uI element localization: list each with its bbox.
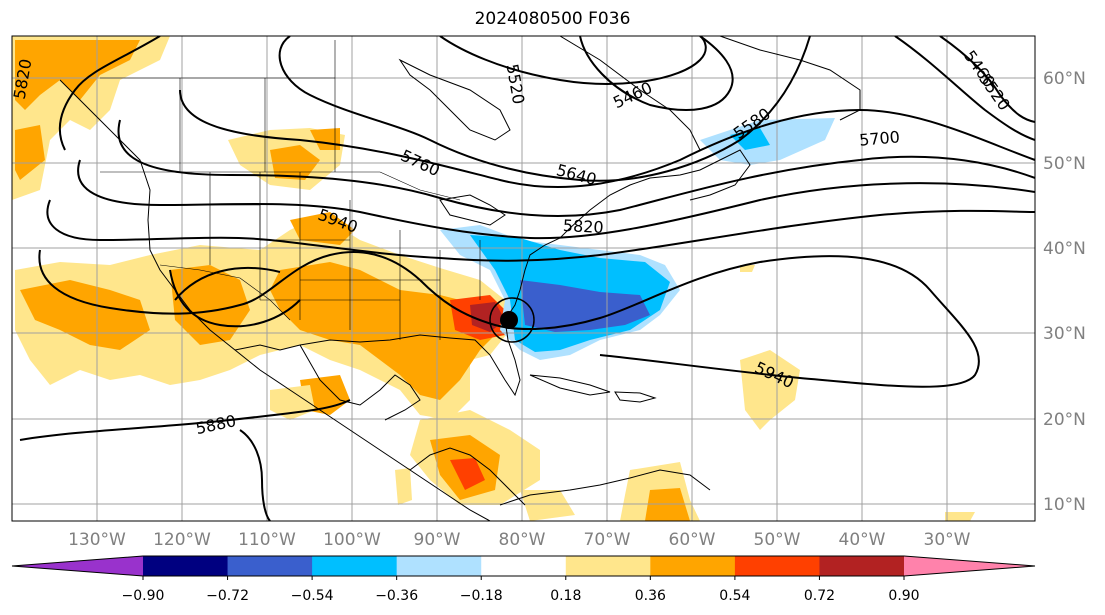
colorbar-segment <box>396 556 482 576</box>
colorbar-tick-label: −0.54 <box>291 588 334 604</box>
colorbar-tick-label: 0.54 <box>719 588 750 604</box>
longitude-axis-labels: 130°W 120°W 110°W 100°W 90°W 80°W 70°W 6… <box>68 530 971 550</box>
latitude-label: 40°N <box>1043 239 1086 259</box>
latitude-label: 60°N <box>1043 69 1086 89</box>
colorbar-extend-min <box>12 556 143 576</box>
coastlines <box>59 36 861 521</box>
longitude-label: 80°W <box>499 530 546 550</box>
contour-label: 5700 <box>858 127 900 149</box>
colorbar-tick-label: 0.18 <box>550 588 581 604</box>
colorbar-tick-label: −0.72 <box>206 588 249 604</box>
longitude-label: 30°W <box>924 530 971 550</box>
colorbar-segment <box>143 556 229 576</box>
longitude-label: 70°W <box>584 530 631 550</box>
height-contours <box>19 36 1035 521</box>
latitude-label: 20°N <box>1043 410 1086 430</box>
longitude-label: 130°W <box>68 530 126 550</box>
contour-label: 5820 <box>562 216 604 237</box>
longitude-label: 120°W <box>153 530 211 550</box>
colorbar-segment <box>650 556 736 576</box>
storm-center-marker <box>489 297 535 343</box>
colorbar-tick-label: −0.90 <box>122 588 165 604</box>
colorbar-tick-label: −0.36 <box>375 588 418 604</box>
longitude-label: 90°W <box>414 530 461 550</box>
latitude-label: 10°N <box>1043 495 1086 515</box>
longitude-label: 50°W <box>754 530 801 550</box>
colorbar-segment <box>481 556 567 576</box>
colorbar-segment <box>312 556 398 576</box>
contour-label: 5820 <box>10 57 36 100</box>
colorbar-tick-label: −0.18 <box>460 588 503 604</box>
map-title: 2024080500 F036 <box>474 9 631 29</box>
longitude-label: 110°W <box>238 530 296 550</box>
colorbar-segment <box>734 556 820 576</box>
colorbar-tick-label: 0.90 <box>888 588 919 604</box>
colorbar-tick-labels: −0.90 −0.72 −0.54 −0.36 −0.18 0.18 0.36 … <box>122 588 920 604</box>
latitude-label: 30°N <box>1043 324 1086 344</box>
latitude-label: 50°N <box>1043 154 1086 174</box>
map-frame <box>11 35 1036 522</box>
colorbar <box>11 555 1036 580</box>
colorbar-segment <box>565 556 651 576</box>
colorbar-segment <box>227 556 313 576</box>
colorbar-extend-max <box>904 556 1035 576</box>
longitude-label: 100°W <box>323 530 381 550</box>
longitude-label: 60°W <box>669 530 716 550</box>
colorbar-segment <box>819 556 905 576</box>
longitude-label: 40°W <box>839 530 886 550</box>
colorbar-tick-label: 0.72 <box>804 588 835 604</box>
political-borders <box>100 40 481 340</box>
colorbar-tick-label: 0.36 <box>635 588 666 604</box>
latitude-axis-labels: 60°N 50°N 40°N 30°N 20°N 10°N <box>1043 69 1086 515</box>
